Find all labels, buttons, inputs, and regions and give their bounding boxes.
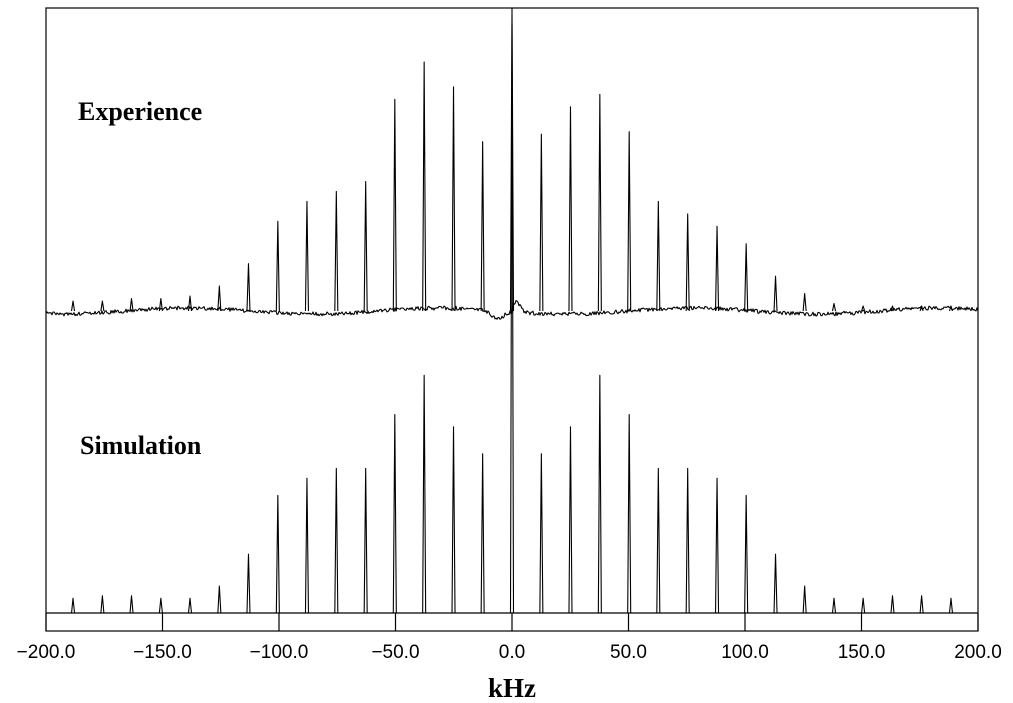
spectrum-peak <box>158 298 163 312</box>
spectrum-peak <box>246 263 251 312</box>
spectrum-peak <box>714 477 720 614</box>
spectrum-peak <box>861 597 866 614</box>
spectrum-peak <box>422 61 427 312</box>
spectrum-peak <box>392 414 397 614</box>
spectrum-peak <box>304 200 310 312</box>
x-tick-label: −50.0 <box>371 642 419 663</box>
spectrum-peak <box>685 467 690 614</box>
series-label-simulation: Simulation <box>80 431 202 460</box>
x-tick-label: −150.0 <box>133 642 192 663</box>
x-axis-ticks: −200.0 −150.0 −100.0 −50.0 0.0 50.0 100.0 150.0… <box>17 613 1002 663</box>
spectrum-peak <box>217 285 222 312</box>
spectrum-peak <box>129 298 134 312</box>
spectrum-peak <box>948 305 953 312</box>
spectrum-peak <box>275 220 280 312</box>
spectrum-peak <box>451 86 456 312</box>
spectrum-peak <box>275 494 280 614</box>
spectrum-peak <box>187 295 193 312</box>
spectrum-peak <box>890 305 895 312</box>
spectrum-peak <box>187 597 193 614</box>
spectrum-peak <box>597 93 602 312</box>
spectrum-peak <box>246 553 251 614</box>
spectrum-peak <box>744 494 749 614</box>
x-tick-label: −100.0 <box>250 642 309 663</box>
spectrum-peak <box>304 477 310 614</box>
spectrum-peak <box>919 305 924 312</box>
spectrum-peak <box>158 597 163 614</box>
x-tick-label: 100.0 <box>721 642 769 663</box>
spectrum-peak <box>656 200 661 312</box>
spectrum-peak <box>919 595 924 614</box>
x-tick-label: 200.0 <box>954 642 1002 663</box>
spectrum-peak <box>802 293 807 312</box>
spectrum-baseline <box>45 300 979 320</box>
series-label-experience: Experience <box>78 97 202 126</box>
spectrum-peak <box>773 275 778 312</box>
spectrum-peak <box>480 453 485 614</box>
spectrum-peak <box>334 467 339 614</box>
x-tick-label: −200.0 <box>17 642 76 663</box>
spectrum-peak <box>70 597 76 614</box>
spectrum-peak <box>656 467 661 614</box>
x-tick-label: 50.0 <box>610 642 647 663</box>
spectrum-peak <box>539 133 544 312</box>
x-tick-label: 0.0 <box>499 642 525 663</box>
spectrum-peak <box>70 300 76 312</box>
spectrum-peak <box>363 180 368 312</box>
spectrum-peak <box>422 374 427 614</box>
spectrum-peak <box>831 597 837 614</box>
spectrum-peak <box>802 585 807 614</box>
spectrum-peak <box>744 243 749 312</box>
spectrum-peak <box>539 453 544 614</box>
spectrum-peak <box>392 98 397 312</box>
spectrum-peak <box>597 374 602 614</box>
spectrum-peak <box>627 414 632 614</box>
spectrum-peak <box>685 213 690 312</box>
spectrum-peak <box>217 585 222 614</box>
x-axis-label: kHz <box>488 673 536 703</box>
spectrum-peak <box>451 426 456 614</box>
spectrum-peak <box>948 597 954 614</box>
spectrum-peak <box>861 305 866 312</box>
spectrum-peak <box>100 595 105 614</box>
spectrum-peak <box>568 426 573 614</box>
spectrum-peak <box>831 302 837 312</box>
spectrum-peak <box>129 595 134 614</box>
spectrum-peak <box>890 595 895 614</box>
spectrum-peak <box>714 225 720 312</box>
spectrum-peak <box>627 131 632 312</box>
spectrum-peak <box>363 467 368 614</box>
spectrum-peak <box>100 300 105 312</box>
spectrum-peak <box>568 106 573 312</box>
spectrum-peak <box>773 553 778 614</box>
spectrum-peak <box>509 24 515 614</box>
spectrum-peak <box>480 141 485 312</box>
spectrum-traces <box>45 7 979 614</box>
spectrum-peak <box>334 190 339 312</box>
x-tick-label: 150.0 <box>838 642 886 663</box>
